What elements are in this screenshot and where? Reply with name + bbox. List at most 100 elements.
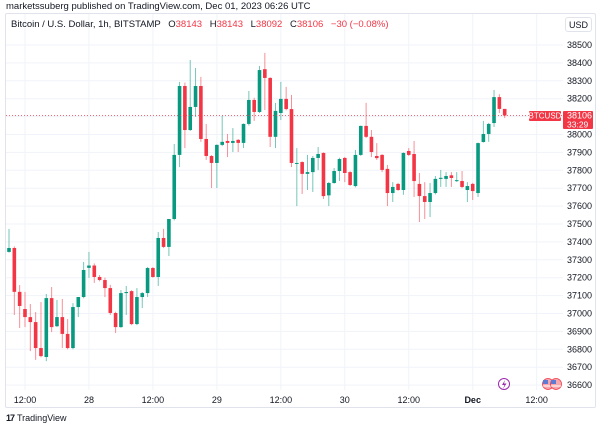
candle-body: [145, 268, 150, 294]
candle-body: [454, 180, 459, 182]
candle-down: [321, 152, 326, 199]
candle-body: [412, 154, 416, 182]
candle-body: [289, 109, 294, 163]
candle-up: [177, 81, 182, 168]
price-tick-label: 38200: [567, 94, 592, 104]
candle-body: [204, 138, 209, 156]
candle-down: [502, 108, 507, 119]
price-tick-label: 37600: [567, 201, 592, 211]
candle-up: [193, 67, 198, 117]
price-tick-label: 37700: [567, 183, 592, 193]
candle-up: [454, 172, 459, 182]
candle-up: [7, 228, 11, 253]
candle-body: [268, 77, 272, 137]
candle-body: [295, 162, 299, 164]
candle-down: [385, 164, 390, 207]
candle-up: [135, 288, 139, 326]
candle-down: [300, 161, 304, 194]
candle-up: [465, 182, 470, 202]
currency-button[interactable]: USD: [565, 17, 592, 32]
candle-down: [497, 94, 502, 114]
candle-up: [332, 167, 336, 184]
bar-countdown: 33:29: [567, 120, 589, 130]
symbol-description[interactable]: Bitcoin / U.S. Dollar, 1h, BITSTAMP: [11, 19, 161, 30]
price-tick-label: 37400: [567, 237, 592, 247]
price-tick-label: 37000: [567, 309, 592, 319]
tradingview-brand[interactable]: 17 TradingView: [6, 413, 67, 423]
candle-body: [199, 85, 203, 139]
us-flag-canton: [543, 380, 548, 384]
candle-up: [311, 155, 315, 192]
candle-body: [396, 183, 400, 190]
candle-down: [103, 277, 107, 298]
candle-up: [481, 120, 486, 143]
candle-body: [263, 69, 267, 78]
candle-down: [252, 97, 256, 121]
candle-down: [23, 291, 27, 328]
candle-body: [188, 106, 193, 131]
price-tick-label: 37900: [567, 147, 592, 157]
candle-up: [492, 89, 496, 127]
candle-body: [279, 98, 283, 114]
candle-body: [348, 172, 352, 185]
brand-name: TradingView: [17, 413, 67, 423]
candle-body: [332, 171, 336, 184]
candle-body: [108, 288, 113, 313]
candle-up: [486, 122, 491, 142]
candle-down: [342, 156, 347, 183]
candle-body: [470, 183, 475, 192]
time-tick-label: 12:00: [397, 395, 420, 405]
candle-body: [380, 154, 384, 170]
price-tick-label: 37800: [567, 165, 592, 175]
candle-body: [225, 140, 230, 143]
high-label: H: [209, 19, 217, 30]
lightning-event-icon[interactable]: [498, 378, 510, 390]
last-price-value: 38106: [567, 111, 592, 121]
candle-body: [49, 298, 54, 328]
candle-up: [167, 218, 171, 257]
candle-up: [428, 183, 432, 218]
candle-up: [476, 142, 480, 197]
candle-body: [209, 155, 214, 163]
candle-body: [422, 196, 427, 202]
candle-up: [358, 125, 363, 156]
candle-down: [225, 133, 230, 158]
time-tick-label: 12:00: [14, 395, 37, 405]
lightning-glyph: [502, 380, 507, 389]
candle-body: [129, 291, 134, 325]
time-axis: 12:00 28 12:00 29 12:00 30 12:00 Dec 12:00: [14, 395, 548, 405]
price-tick-label: 37200: [567, 273, 592, 283]
candle-body: [124, 292, 129, 294]
candle-body: [23, 309, 27, 318]
candle-body: [374, 155, 379, 159]
candle-body: [257, 70, 262, 112]
candle-body: [76, 297, 81, 308]
candle-body: [337, 159, 342, 172]
candle-down: [209, 155, 214, 189]
candle-up: [44, 293, 49, 362]
candle-up: [81, 261, 86, 299]
candle-body: [247, 99, 251, 124]
candle-down: [12, 246, 17, 315]
candle-up: [279, 81, 283, 121]
us-flag-event-icon[interactable]: [542, 378, 562, 390]
candle-body: [55, 317, 59, 327]
candle-down: [263, 52, 267, 110]
candle-down: [460, 171, 464, 189]
candle-down: [380, 154, 384, 173]
chart-frame: [5, 13, 596, 408]
candle-down: [39, 302, 43, 358]
candle-body: [177, 85, 182, 155]
candle-up: [337, 157, 342, 182]
candle-down: [284, 86, 288, 111]
candle-body: [161, 237, 166, 247]
candle-body: [87, 265, 91, 268]
change-value: −30 (−0.08%): [330, 19, 389, 30]
candle-up: [241, 123, 246, 149]
candle-up: [71, 303, 75, 350]
price-tick-label: 36700: [567, 362, 592, 372]
symbol-tag-label: BTCUSD: [529, 112, 562, 121]
candle-down: [204, 123, 209, 160]
candle-body: [71, 307, 75, 349]
